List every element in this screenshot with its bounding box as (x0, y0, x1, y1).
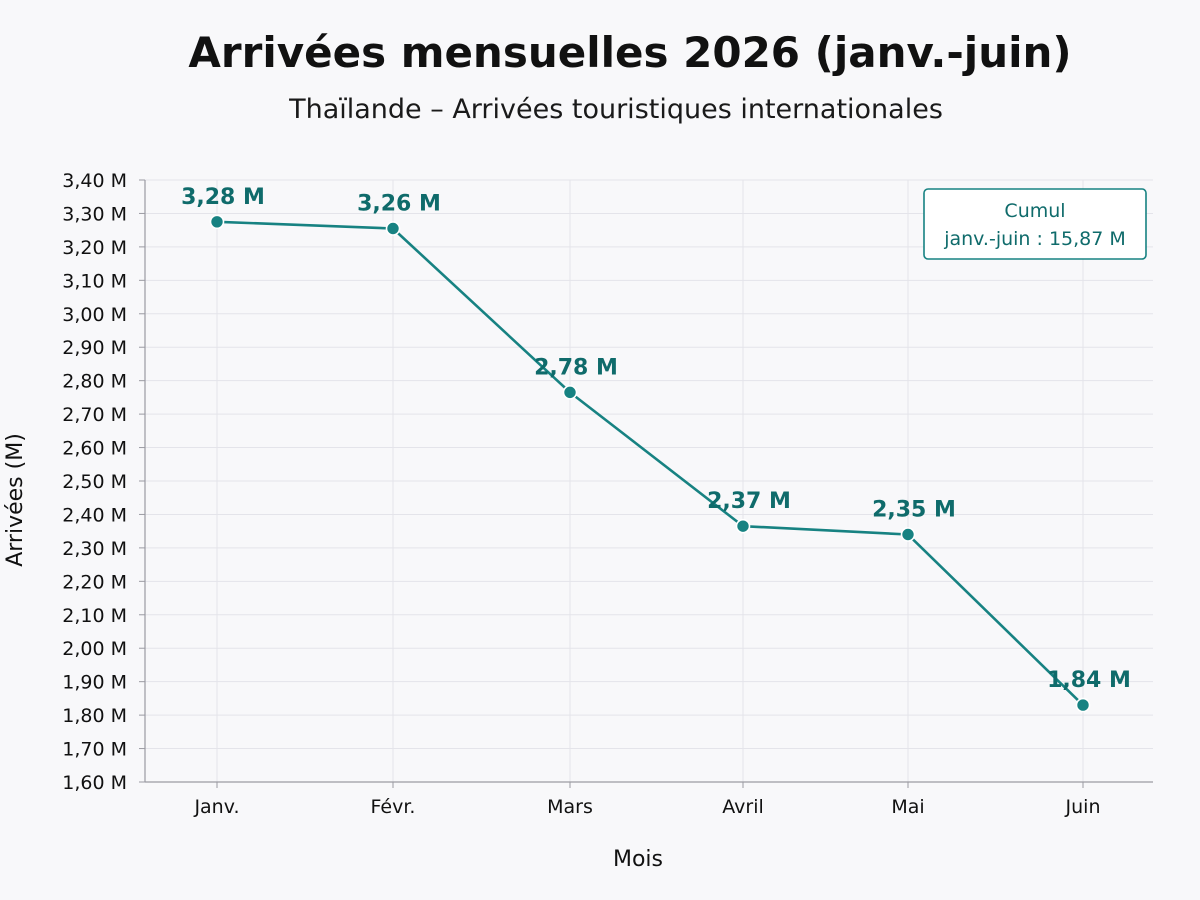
data-label: 2,37 M (707, 489, 791, 514)
grid-lines (145, 179, 1153, 783)
data-labels: 3,28 M 3,26 M 2,78 M 2,37 M 2,35 M 1,84 M (181, 185, 1131, 693)
x-tick-label: Févr. (371, 796, 416, 818)
x-tick-label: Avril (722, 796, 764, 818)
y-tick-label: 2,30 M (62, 538, 127, 560)
cumul-annotation-frame (923, 188, 1147, 260)
y-tick-label: 3,30 M (62, 203, 127, 225)
series-polyline (216, 220, 1084, 707)
data-label: 3,28 M (181, 185, 265, 210)
y-tick-label: 2,50 M (62, 471, 127, 493)
data-label: 2,35 M (872, 498, 956, 523)
y-tick-label: 2,40 M (62, 504, 127, 526)
series-line (209, 214, 1091, 713)
cumul-annotation-title: Cumul (1004, 200, 1065, 222)
x-axis-title: Mois (613, 847, 663, 872)
x-tick-label: Janv. (193, 796, 239, 818)
data-point (1075, 697, 1091, 713)
y-tick-label: 1,90 M (62, 672, 127, 694)
data-label: 1,84 M (1047, 668, 1131, 693)
y-tick-label: 2,90 M (62, 337, 127, 359)
cumul-annotation: Cumul janv.-juin : 15,87 M (923, 188, 1147, 260)
chart-subtitle: Thaïlande – Arrivées touristiques intern… (289, 94, 943, 125)
y-tick-label: 1,80 M (62, 705, 127, 727)
cumul-annotation-value: janv.-juin : 15,87 M (943, 228, 1126, 250)
y-tick-label: 2,10 M (62, 605, 127, 627)
y-tick-label: 2,00 M (62, 638, 127, 660)
y-tick-label: 2,20 M (62, 571, 127, 593)
y-tick-label: 3,00 M (62, 304, 127, 326)
data-label: 2,78 M (534, 355, 618, 380)
y-tick-labels: 1,60 M 1,70 M 1,80 M 1,90 M 2,00 M 2,10 M 2,20… (62, 170, 127, 794)
y-tick-label: 2,70 M (62, 404, 127, 426)
y-tick-label: 3,20 M (62, 237, 127, 259)
y-tick-label: 3,10 M (62, 270, 127, 292)
data-point (900, 527, 916, 542)
x-tick-label: Mars (547, 796, 593, 818)
y-axis-title: Arrivées (M) (3, 433, 28, 567)
data-point (735, 518, 751, 534)
data-point (385, 221, 401, 236)
y-tick-label: 2,80 M (62, 371, 127, 393)
x-tick-label: Mai (891, 796, 924, 818)
y-tick-label: 1,60 M (62, 772, 127, 794)
data-point (562, 385, 578, 400)
x-tick-label: Juin (1065, 796, 1101, 818)
y-tick-label: 3,40 M (62, 170, 127, 192)
y-tick-label: 1,70 M (62, 739, 127, 761)
data-label: 3,26 M (357, 191, 441, 216)
y-tick-label: 2,60 M (62, 438, 127, 460)
axes (139, 179, 1153, 788)
x-tick-labels: Janv. Févr. Mars Avril Mai Juin (193, 796, 1100, 818)
chart-title: Arrivées mensuelles 2026 (janv.-juin) (188, 28, 1072, 77)
data-point (209, 214, 225, 230)
